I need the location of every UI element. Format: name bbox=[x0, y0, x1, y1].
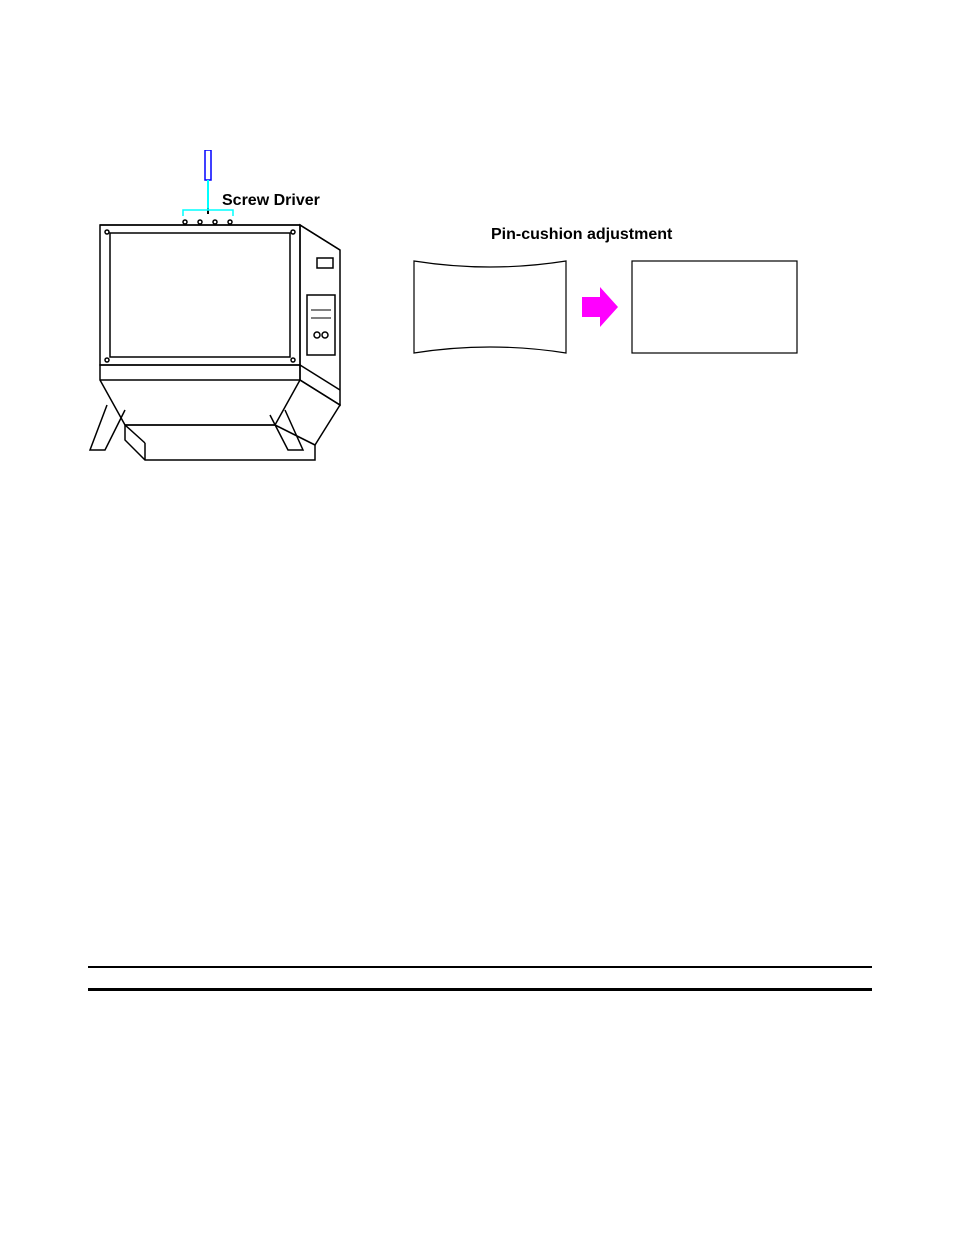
arrow-icon bbox=[582, 287, 618, 327]
document-page: Screw Driver Pin-cushion adjustment bbox=[0, 0, 954, 1235]
monitor-diagram bbox=[85, 150, 365, 470]
distorted-screen bbox=[414, 261, 566, 353]
hr-thick bbox=[88, 988, 872, 991]
hr-thin bbox=[88, 966, 872, 968]
pincushion-label: Pin-cushion adjustment bbox=[491, 226, 672, 244]
cabinet-outline bbox=[90, 220, 340, 460]
corrected-screen bbox=[632, 261, 797, 353]
pincushion-demo bbox=[410, 255, 805, 375]
